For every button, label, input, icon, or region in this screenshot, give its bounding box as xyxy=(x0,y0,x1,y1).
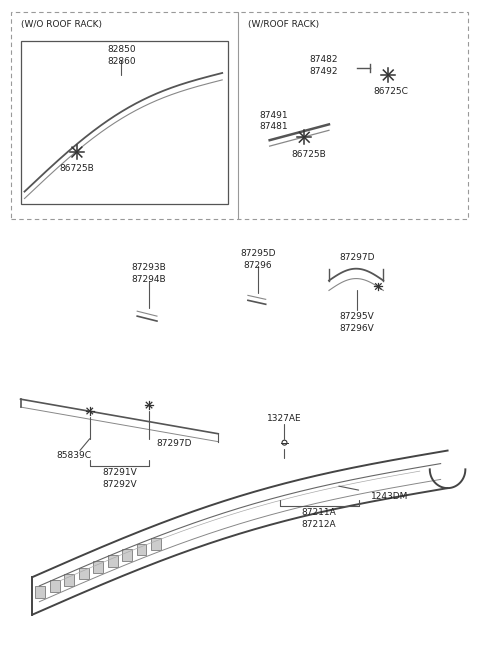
Text: 85839C: 85839C xyxy=(57,451,92,460)
Bar xyxy=(11,12,468,219)
Bar xyxy=(79,568,89,580)
Bar xyxy=(122,550,132,561)
Text: 87211A
87212A: 87211A 87212A xyxy=(302,508,336,529)
Text: 86725C: 86725C xyxy=(374,87,408,96)
Text: 87297D: 87297D xyxy=(156,439,192,448)
Text: 87491
87481: 87491 87481 xyxy=(260,111,288,132)
Bar xyxy=(108,555,118,567)
Text: 86725B: 86725B xyxy=(60,164,94,173)
Text: 82850
82860: 82850 82860 xyxy=(107,45,136,66)
Bar xyxy=(64,574,74,586)
Text: 87295V
87296V: 87295V 87296V xyxy=(339,312,374,333)
Bar xyxy=(137,544,146,555)
Bar xyxy=(50,580,60,592)
Text: 87295D
87296: 87295D 87296 xyxy=(240,249,276,270)
Text: (W/ROOF RACK): (W/ROOF RACK) xyxy=(248,20,319,29)
Text: 87482
87492: 87482 87492 xyxy=(309,55,338,76)
Text: (W/O ROOF RACK): (W/O ROOF RACK) xyxy=(21,20,102,29)
Text: 87291V
87292V: 87291V 87292V xyxy=(102,468,137,489)
Bar xyxy=(151,538,161,550)
Text: 1243DM: 1243DM xyxy=(371,492,408,501)
Bar xyxy=(93,561,103,573)
Text: 1327AE: 1327AE xyxy=(267,414,302,423)
Text: 86725B: 86725B xyxy=(292,150,326,159)
Text: 87293B
87294B: 87293B 87294B xyxy=(132,263,167,284)
Text: 87297D: 87297D xyxy=(339,253,374,262)
Bar xyxy=(21,41,228,204)
Bar xyxy=(36,586,45,598)
